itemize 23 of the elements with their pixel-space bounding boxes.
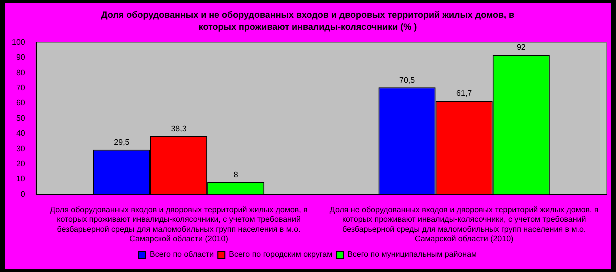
data-label: 8 bbox=[234, 170, 239, 180]
y-tick-label: 40 bbox=[16, 129, 26, 138]
data-label: 92 bbox=[516, 43, 526, 52]
y-tick-label: 20 bbox=[16, 159, 26, 168]
x-tick-label: Доля оборудованных входов и дворовых территорий жилых домов, в которых проживают инвалиды-колясочники, с учетом требований безбарьерной среды для маломобильных групп населения в м.о. Самарской области (2010) bbox=[50, 206, 308, 244]
y-tick-label: 90 bbox=[16, 53, 26, 62]
y-tick-label: 30 bbox=[16, 144, 26, 154]
y-tick-label: 70 bbox=[16, 84, 26, 93]
y-tick-label: 60 bbox=[16, 98, 26, 108]
data-label: 38,3 bbox=[171, 124, 188, 134]
y-tick-label: 50 bbox=[16, 114, 26, 123]
legend-label: Всего по городским округам bbox=[229, 250, 333, 260]
y-tick-label: 0 bbox=[20, 190, 26, 199]
chart-title: Доля оборудованных и не оборудованных входов и дворовых территорий жилых домов, в которых проживают инвалиды-колясочники (% ) bbox=[100, 9, 516, 33]
legend-label: Всего по области bbox=[150, 250, 214, 260]
data-label: 61,7 bbox=[456, 89, 473, 98]
y-tick-label: 10 bbox=[16, 174, 26, 184]
x-tick-label: Доля не оборудованных входов и дворовых территорий жилых домов, в которых проживают инвалиды-колясочники, с учетом требований безбарьерной среды для маломобильных групп населения в м.о. Самарской области (2010) bbox=[330, 206, 599, 244]
data-label: 70,5 bbox=[399, 76, 416, 85]
legend-label: Всего по муниципальным районам bbox=[348, 250, 478, 260]
data-label: 29,5 bbox=[114, 138, 130, 148]
y-tick-label: 80 bbox=[16, 68, 26, 78]
y-tick-label: 100 bbox=[12, 38, 26, 48]
